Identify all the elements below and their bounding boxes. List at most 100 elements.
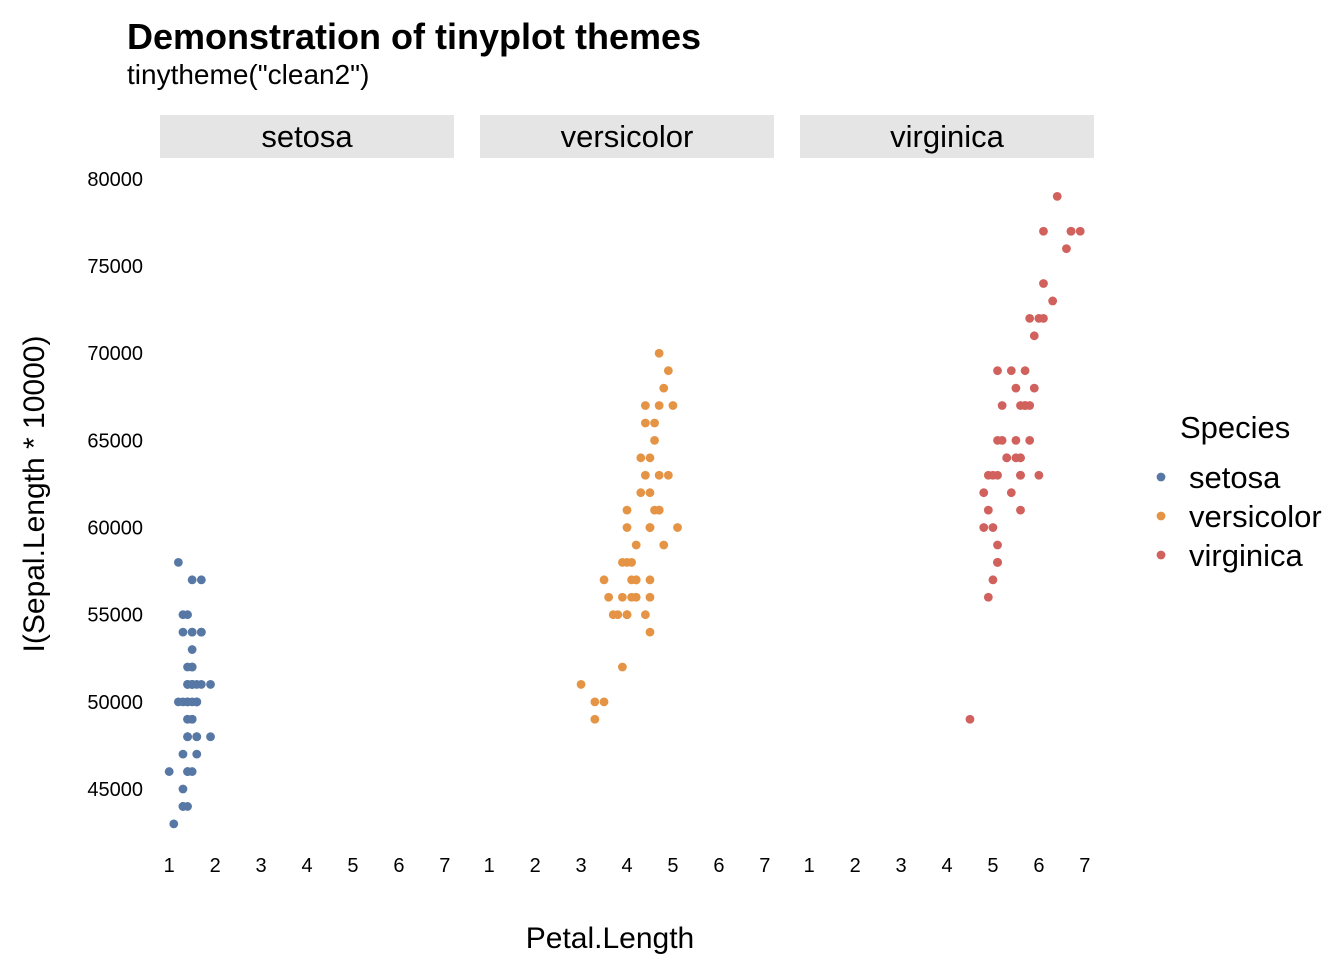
data-point (627, 575, 636, 585)
data-point (1006, 488, 1016, 498)
data-point (1066, 226, 1076, 236)
facet-strip-setosa: setosa (160, 115, 454, 158)
data-point (997, 401, 1007, 410)
data-point (608, 610, 618, 620)
legend-marker (1156, 511, 1166, 521)
x-tick-label: 3 (576, 855, 587, 877)
legend-marker (1156, 472, 1166, 482)
chart-title: Demonstration of tinyplot themes (127, 16, 701, 57)
data-point (645, 575, 655, 585)
x-tick-label: 1 (484, 855, 495, 877)
data-point (576, 680, 586, 689)
facet-strip-background (800, 115, 1094, 158)
data-point (659, 383, 669, 393)
data-point (604, 592, 614, 602)
data-point (993, 558, 1002, 567)
data-point (1029, 383, 1039, 393)
x-tick-label: 1 (164, 855, 175, 877)
data-point (618, 592, 627, 602)
data-point (631, 540, 641, 550)
data-point (169, 819, 179, 829)
data-point (654, 470, 664, 480)
data-point (1075, 226, 1085, 236)
facet-strip-background (160, 115, 454, 158)
data-point (196, 575, 206, 585)
legend-items: setosa versicolor virginica (1156, 460, 1322, 573)
data-point (178, 784, 188, 794)
x-axis-label: Petal.Length (526, 922, 694, 955)
x-tick-label: 7 (1079, 855, 1090, 877)
data-point (636, 453, 646, 463)
x-tick-label: 6 (713, 855, 724, 877)
data-point (645, 488, 655, 498)
data-point (622, 610, 632, 620)
data-point (183, 714, 192, 724)
data-point (183, 732, 192, 742)
x-tick-label: 7 (759, 855, 770, 877)
data-point (979, 488, 989, 498)
data-point (1016, 505, 1025, 515)
y-tick-label: 45000 (87, 779, 143, 801)
facet-strip-label: setosa (261, 119, 353, 154)
y-axis-label: I(Sepal.Length * 10000) (18, 336, 51, 653)
data-point (187, 627, 197, 637)
data-point (196, 627, 206, 637)
data-point (183, 767, 192, 776)
y-tick-label: 75000 (87, 256, 143, 278)
data-point (650, 435, 659, 445)
x-tick-label: 2 (210, 855, 221, 877)
x-tick-label: 3 (256, 855, 267, 877)
data-point (636, 488, 646, 498)
data-point (1039, 279, 1048, 288)
data-point (1011, 453, 1021, 463)
data-point (1011, 383, 1021, 393)
data-point (654, 401, 664, 410)
legend-marker (1156, 550, 1166, 560)
data-point (622, 523, 632, 532)
data-point (659, 540, 669, 550)
data-point (187, 645, 197, 654)
data-point (192, 680, 202, 689)
data-point (997, 435, 1007, 445)
y-tick-label: 65000 (87, 430, 143, 452)
x-tick-label: 5 (987, 855, 998, 877)
data-point (1016, 470, 1025, 480)
data-point (164, 767, 174, 776)
data-point (590, 714, 600, 724)
x-tick-label: 1 (804, 855, 815, 877)
data-point (178, 802, 188, 811)
data-point (988, 575, 998, 585)
x-tick-label: 5 (347, 855, 358, 877)
data-point (663, 470, 673, 480)
series-setosa (164, 558, 215, 829)
data-point (178, 610, 188, 620)
data-point (645, 523, 655, 532)
data-points (164, 191, 1085, 829)
data-point (988, 523, 998, 532)
data-point (1025, 435, 1035, 445)
data-point (668, 401, 678, 410)
data-point (1052, 191, 1062, 201)
data-point (206, 680, 215, 689)
data-point (1034, 470, 1044, 480)
data-point (178, 627, 188, 637)
data-point (1048, 296, 1058, 306)
legend-label: setosa (1189, 460, 1281, 495)
data-point (654, 348, 664, 358)
data-point (645, 592, 655, 602)
data-point (1025, 313, 1035, 323)
data-point (622, 505, 632, 515)
legend-item-setosa: setosa (1156, 460, 1281, 495)
data-point (993, 540, 1002, 550)
y-tick-label: 55000 (87, 605, 143, 627)
data-point (1029, 331, 1039, 341)
data-point (965, 714, 975, 724)
data-point (206, 732, 215, 742)
x-tick-label: 2 (850, 855, 861, 877)
data-point (650, 418, 659, 428)
data-point (663, 366, 673, 376)
facet-strip-virginica: virginica (800, 115, 1094, 158)
data-point (187, 575, 197, 585)
data-point (1062, 244, 1071, 254)
x-tick-label: 7 (439, 855, 450, 877)
